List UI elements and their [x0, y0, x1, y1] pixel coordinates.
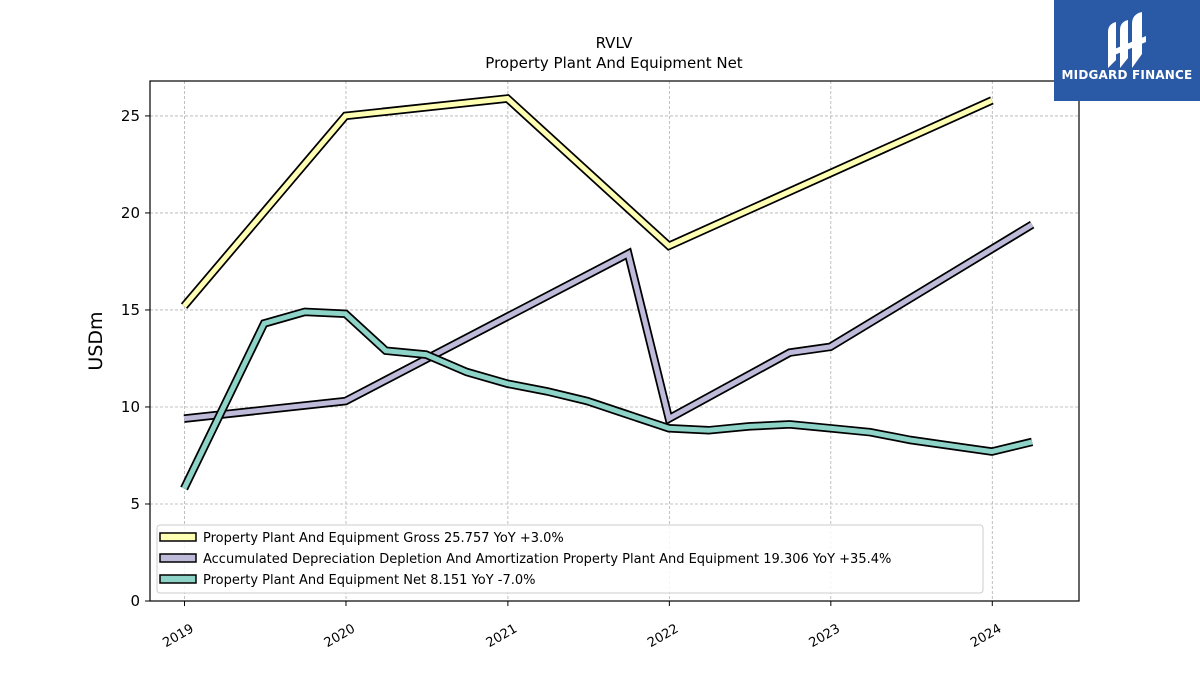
x-axis: 2019 2020 2021 2022 2023 2024 [160, 601, 1004, 651]
grid [150, 81, 1079, 602]
x-tick-label: 2019 [160, 621, 196, 651]
y-tick-label: 5 [130, 495, 140, 513]
series-outline [180, 307, 1034, 491]
legend-label: Property Plant And Equipment Net 8.151 Y… [203, 573, 536, 588]
midgard-logo: MIDGARD FINANCE [1054, 0, 1200, 101]
x-tick-label: 2022 [645, 621, 681, 651]
chart-title: RVLV [596, 34, 634, 52]
legend: Property Plant And Equipment Gross 25.75… [156, 524, 984, 594]
x-tick-label: 2024 [968, 621, 1004, 651]
series-outline [183, 220, 1035, 425]
legend-item: Property Plant And Equipment Net 8.151 Y… [159, 573, 536, 588]
plot-frame [149, 80, 1080, 602]
series-stroke [182, 95, 993, 308]
legend-label: Property Plant And Equipment Gross 25.75… [203, 531, 564, 546]
y-axis: 0 5 10 15 20 25 [121, 107, 150, 610]
x-tick-label: 2020 [322, 621, 358, 651]
logo-brand-text: MIDGARD FINANCE [1061, 68, 1193, 82]
legend-label: Accumulated Depreciation Depletion And A… [203, 552, 891, 567]
y-tick-label: 20 [121, 204, 140, 222]
chart-subtitle: Property Plant And Equipment Net [485, 54, 742, 72]
y-tick-label: 25 [121, 107, 140, 125]
midgard-logo-icon [1108, 12, 1146, 68]
legend-swatch [159, 553, 197, 563]
series-layer [180, 94, 1035, 491]
legend-swatch [159, 532, 197, 542]
x-tick-label: 2021 [484, 621, 520, 651]
series-line-1 [180, 94, 994, 309]
series-line-3 [180, 307, 1034, 491]
y-tick-label: 0 [130, 592, 140, 610]
series-stroke [183, 222, 1034, 423]
series-stroke [181, 309, 1033, 490]
legend-box [156, 524, 984, 594]
legend-item: Accumulated Depreciation Depletion And A… [159, 552, 891, 567]
series-line-2 [183, 220, 1035, 425]
x-tick-label: 2023 [807, 621, 843, 651]
y-tick-label: 15 [121, 301, 140, 319]
legend-item: Property Plant And Equipment Gross 25.75… [159, 531, 564, 546]
y-tick-label: 10 [121, 398, 140, 416]
y-axis-label: USDm [85, 311, 107, 370]
legend-swatch [159, 574, 197, 584]
